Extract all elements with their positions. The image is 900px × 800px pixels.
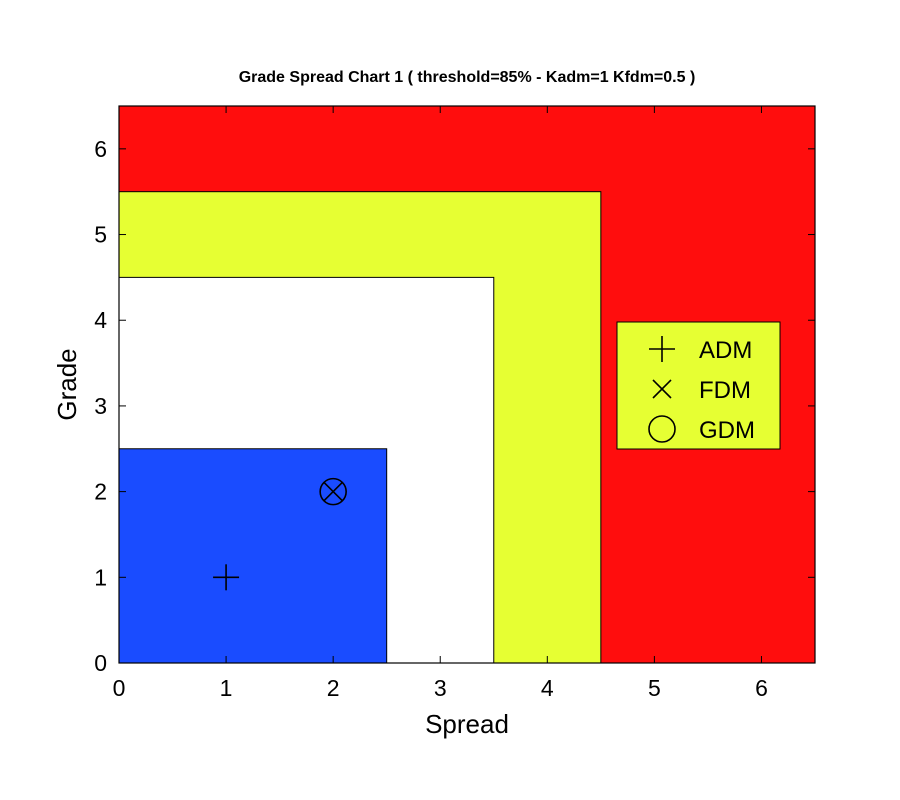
chart-title: Grade Spread Chart 1 ( threshold=85% - K… (239, 69, 696, 86)
x-tick-label: 4 (541, 675, 554, 701)
legend-box (616, 321, 781, 450)
x-tick-label: 2 (327, 675, 340, 701)
blue-zone (118, 448, 388, 664)
y-tick-label: 3 (94, 393, 107, 419)
marker-gdm (319, 477, 347, 506)
x-tick-label: 1 (220, 675, 233, 701)
y-tick-label: 5 (94, 222, 107, 248)
x-tick-label: 6 (755, 675, 768, 701)
plot-area-frame (118, 105, 816, 664)
x-tick-label: 3 (434, 675, 447, 701)
marker-fdm (323, 482, 343, 502)
y-tick-label: 0 (94, 650, 107, 676)
y-tick-label: 6 (94, 136, 107, 162)
regions-layer (118, 105, 816, 664)
y-tick-label: 2 (94, 479, 107, 505)
y-axis-label: Grade (52, 348, 82, 420)
x-axis-label: Spread (425, 709, 509, 739)
x-tick-label: 0 (113, 675, 126, 701)
legend-label-adm: ADM (699, 337, 752, 364)
legend-adm-icon (649, 336, 675, 362)
marker-adm (213, 564, 240, 591)
legend-fdm-icon (652, 379, 672, 399)
legend-label-gdm: GDM (699, 417, 755, 444)
markers-layer (213, 477, 347, 591)
legend-label-fdm: FDM (699, 377, 751, 404)
x-tick-label: 5 (648, 675, 661, 701)
legend-gdm-icon (648, 415, 676, 443)
ticks-layer: 0 1 2 3 4 5 6 0 1 2 3 4 5 6 (94, 106, 815, 701)
y-tick-label: 4 (94, 307, 107, 333)
legend: ADM FDM GDM (616, 321, 781, 450)
y-tick-label: 1 (94, 564, 107, 590)
